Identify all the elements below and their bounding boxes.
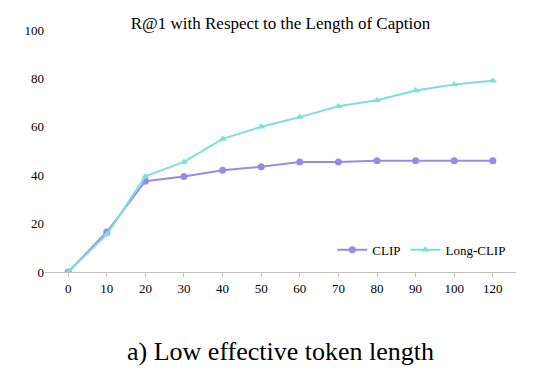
svg-text:100: 100 [25, 23, 45, 38]
svg-text:Long-CLIP: Long-CLIP [445, 243, 505, 258]
svg-text:20: 20 [139, 281, 152, 296]
svg-text:100: 100 [444, 281, 464, 296]
svg-text:70: 70 [332, 281, 345, 296]
svg-text:0: 0 [65, 281, 72, 296]
svg-text:CLIP: CLIP [372, 243, 400, 258]
svg-text:40: 40 [31, 168, 44, 183]
svg-text:10: 10 [100, 281, 113, 296]
svg-text:R@1 with Respect to the Length: R@1 with Respect to the Length of Captio… [131, 14, 431, 33]
svg-text:0: 0 [38, 265, 45, 280]
svg-text:50: 50 [255, 281, 268, 296]
svg-text:80: 80 [371, 281, 384, 296]
svg-text:30: 30 [177, 281, 190, 296]
svg-text:60: 60 [293, 281, 306, 296]
svg-text:a) Low effective token length: a) Low effective token length [127, 337, 434, 366]
svg-text:40: 40 [216, 281, 229, 296]
svg-text:120: 120 [483, 281, 503, 296]
svg-text:20: 20 [31, 216, 44, 231]
svg-text:60: 60 [31, 119, 44, 134]
svg-text:80: 80 [31, 71, 44, 86]
svg-text:90: 90 [409, 281, 422, 296]
